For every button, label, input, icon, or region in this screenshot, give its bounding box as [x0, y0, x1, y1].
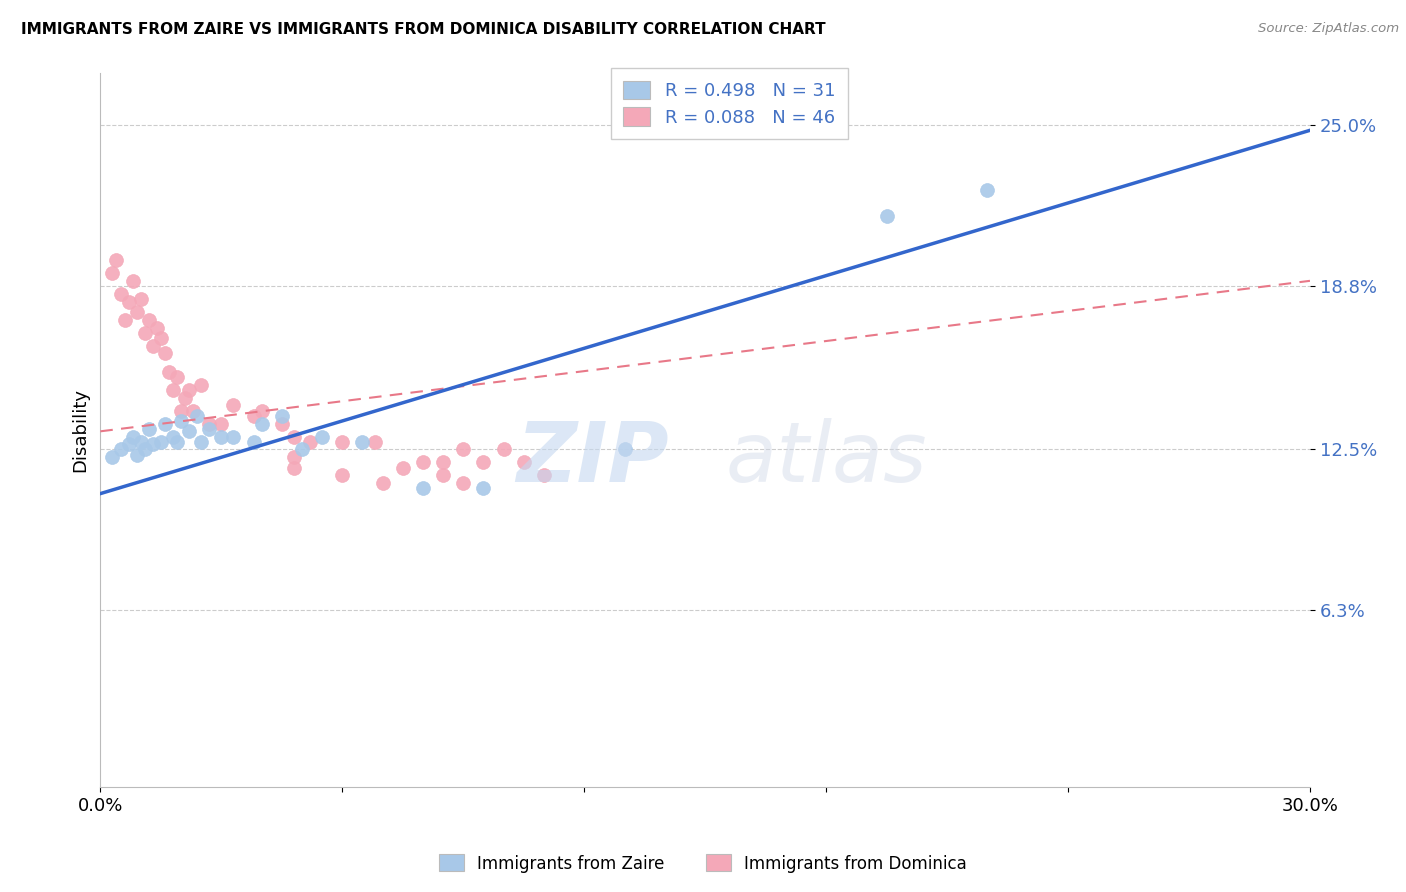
- Point: [298, 434, 321, 449]
- Point: [162, 383, 184, 397]
- Point: [291, 442, 314, 457]
- Point: [472, 455, 495, 469]
- Point: [125, 448, 148, 462]
- Point: [153, 417, 176, 431]
- Point: [134, 442, 156, 457]
- Text: ZIP: ZIP: [516, 418, 669, 500]
- Text: Source: ZipAtlas.com: Source: ZipAtlas.com: [1258, 22, 1399, 36]
- Point: [432, 468, 454, 483]
- Point: [190, 377, 212, 392]
- Point: [110, 286, 132, 301]
- Point: [198, 417, 221, 431]
- Point: [105, 253, 128, 268]
- Point: [166, 369, 188, 384]
- Point: [283, 460, 305, 475]
- Point: [270, 417, 292, 431]
- Point: [311, 429, 333, 443]
- Point: [121, 274, 143, 288]
- Point: [101, 266, 124, 280]
- Point: [138, 312, 160, 326]
- Point: [117, 294, 139, 309]
- Point: [533, 468, 555, 483]
- Point: [177, 425, 200, 439]
- Point: [451, 442, 474, 457]
- Point: [134, 326, 156, 340]
- Point: [125, 305, 148, 319]
- Point: [371, 476, 394, 491]
- Y-axis label: Disability: Disability: [72, 388, 89, 472]
- Point: [330, 468, 353, 483]
- Point: [976, 183, 998, 197]
- Point: [149, 331, 172, 345]
- Point: [138, 422, 160, 436]
- Point: [242, 434, 264, 449]
- Point: [283, 429, 305, 443]
- Point: [512, 455, 534, 469]
- Point: [166, 434, 188, 449]
- Point: [209, 429, 232, 443]
- Point: [242, 409, 264, 423]
- Point: [146, 320, 169, 334]
- Point: [142, 339, 165, 353]
- Point: [492, 442, 515, 457]
- Point: [472, 482, 495, 496]
- Text: IMMIGRANTS FROM ZAIRE VS IMMIGRANTS FROM DOMINICA DISABILITY CORRELATION CHART: IMMIGRANTS FROM ZAIRE VS IMMIGRANTS FROM…: [21, 22, 825, 37]
- Point: [121, 429, 143, 443]
- Point: [190, 434, 212, 449]
- Legend: Immigrants from Zaire, Immigrants from Dominica: Immigrants from Zaire, Immigrants from D…: [432, 847, 974, 880]
- Point: [129, 434, 152, 449]
- Point: [174, 391, 197, 405]
- Point: [170, 414, 193, 428]
- Point: [451, 476, 474, 491]
- Point: [157, 365, 180, 379]
- Point: [352, 434, 374, 449]
- Point: [170, 403, 193, 417]
- Point: [162, 429, 184, 443]
- Point: [110, 442, 132, 457]
- Point: [114, 312, 136, 326]
- Point: [181, 403, 204, 417]
- Point: [177, 383, 200, 397]
- Text: atlas: atlas: [725, 418, 927, 500]
- Point: [117, 437, 139, 451]
- Point: [412, 482, 434, 496]
- Point: [250, 417, 273, 431]
- Point: [222, 429, 245, 443]
- Point: [186, 409, 208, 423]
- Point: [209, 417, 232, 431]
- Point: [198, 422, 221, 436]
- Point: [876, 209, 898, 223]
- Point: [149, 434, 172, 449]
- Point: [391, 460, 413, 475]
- Point: [412, 455, 434, 469]
- Point: [432, 455, 454, 469]
- Point: [250, 403, 273, 417]
- Point: [613, 442, 636, 457]
- Point: [270, 409, 292, 423]
- Legend: R = 0.498   N = 31, R = 0.088   N = 46: R = 0.498 N = 31, R = 0.088 N = 46: [610, 68, 848, 139]
- Point: [330, 434, 353, 449]
- Point: [363, 434, 385, 449]
- Point: [283, 450, 305, 465]
- Point: [101, 450, 124, 465]
- Point: [129, 292, 152, 306]
- Point: [142, 437, 165, 451]
- Point: [222, 398, 245, 412]
- Point: [153, 346, 176, 360]
